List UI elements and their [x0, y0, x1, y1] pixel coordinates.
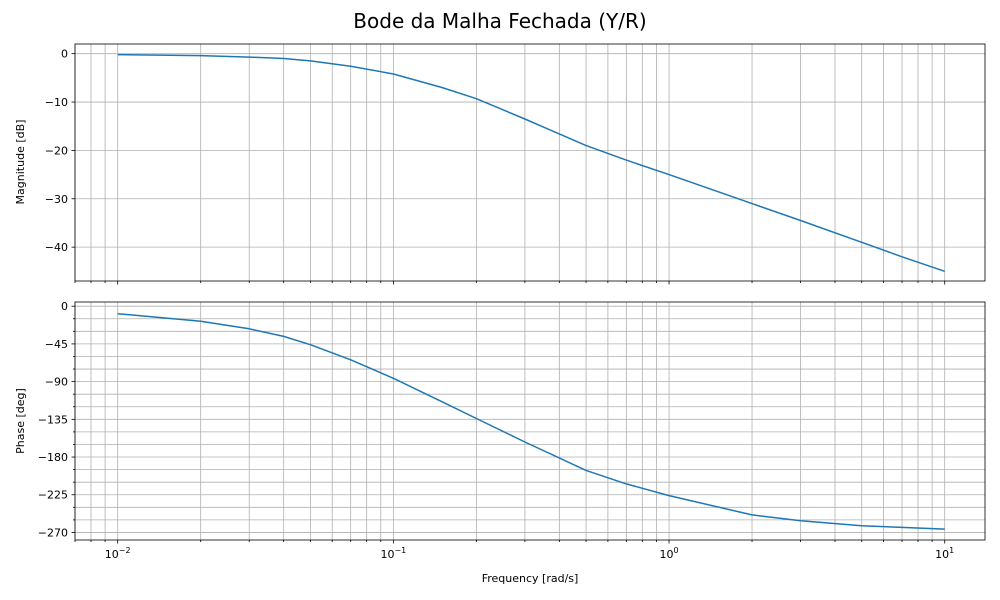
phase-plot: 0 −45 −90 −135 −180 −225 −270 10−2 10−1 100 101 Ph…	[14, 300, 986, 585]
phase-ytick-label: −135	[38, 413, 68, 426]
magnitude-plot: 0 −10 −20 −30 −40 Magnitude [dB]	[14, 43, 986, 285]
magnitude-ytick-label: −10	[45, 96, 68, 109]
phase-ytick-label: −90	[45, 376, 68, 389]
phase-ytick-label: −270	[38, 526, 68, 539]
magnitude-ytick-label: 0	[61, 48, 68, 61]
chart-title: Bode da Malha Fechada (Y/R)	[353, 9, 646, 33]
magnitude-grid	[74, 44, 985, 281]
magnitude-ytick-label: −20	[45, 144, 68, 157]
frequency-xtick-label: 10−2	[105, 546, 131, 561]
phase-ylabel: Phase [deg]	[14, 388, 27, 454]
magnitude-ytick-label: −30	[45, 193, 68, 206]
magnitude-axes-frame	[74, 43, 986, 282]
magnitude-ticks: 0 −10 −20 −30 −40	[45, 48, 946, 285]
magnitude-series	[117, 53, 945, 273]
magnitude-series-line	[117, 53, 945, 273]
frequency-xtick-label: 10−1	[380, 546, 406, 561]
phase-ytick-label: −225	[38, 489, 68, 502]
phase-ytick-label: 0	[61, 300, 68, 313]
frequency-xtick-label: 100	[659, 546, 678, 561]
phase-axes-frame	[74, 301, 986, 541]
phase-grid	[74, 302, 985, 540]
frequency-xtick-label: 101	[935, 546, 954, 561]
phase-series-line	[117, 312, 945, 530]
magnitude-ytick-label: −40	[45, 241, 68, 254]
magnitude-ylabel: Magnitude [dB]	[14, 120, 27, 205]
phase-series	[117, 312, 945, 530]
phase-ytick-label: −45	[45, 338, 68, 351]
phase-ticks: 0 −45 −90 −135 −180 −225 −270 10−2 10−1 100 101	[38, 300, 954, 561]
phase-ytick-label: −180	[38, 451, 68, 464]
frequency-xlabel: Frequency [rad/s]	[482, 572, 579, 585]
